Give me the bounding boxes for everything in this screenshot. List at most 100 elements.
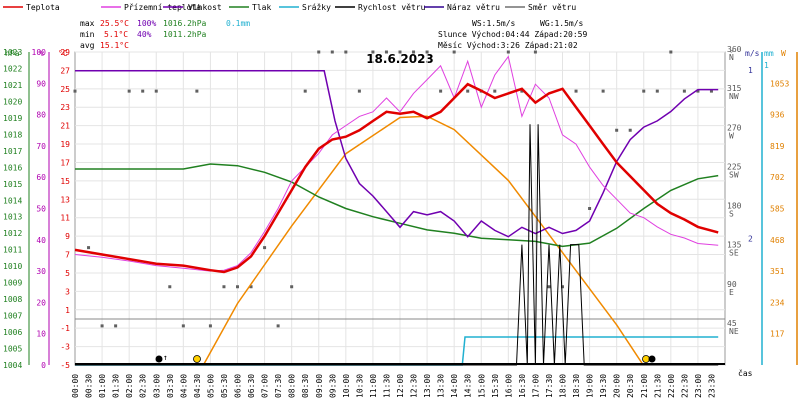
time-tick-label: 10:00 (342, 374, 351, 398)
hpa-tick-label: 1010 (3, 262, 22, 271)
hpa-tick-label: 1018 (3, 130, 22, 139)
legend-label-srazky: Srážky (302, 3, 331, 12)
time-tick-label: 06:30 (247, 374, 256, 398)
time-tick-label: 05:30 (220, 374, 229, 398)
wind-direction-point (628, 128, 632, 132)
hpa-tick-label: 1007 (3, 312, 22, 321)
axis-unit-pct: % (39, 49, 44, 58)
wind-direction-point (141, 89, 145, 93)
time-tick-label: 10:30 (355, 374, 364, 398)
wind-direction-point (127, 89, 131, 93)
time-tick-label: 09:30 (328, 374, 337, 398)
time-tick-label: 01:00 (98, 374, 107, 398)
wind-direction-point (73, 89, 77, 93)
time-tick-label: 14:30 (464, 374, 473, 398)
hpa-tick-label: 1020 (3, 97, 22, 106)
moonrise-arrow-icon: ↑ (163, 353, 168, 362)
time-tick-label: 11:30 (382, 374, 391, 398)
dir-tick-name: E (729, 288, 734, 297)
c-tick-label: 17 (60, 158, 70, 167)
time-tick-label: 02:30 (139, 374, 148, 398)
series-rain-line (75, 336, 719, 366)
time-tick-label: 21:30 (653, 374, 662, 398)
series-ground-temp-line (74, 55, 719, 272)
time-tick-label: 15:30 (491, 374, 500, 398)
dir-tick-name: W (729, 131, 734, 140)
c-tick-label: 29 (60, 48, 70, 57)
pct-tick-label: 80 (36, 111, 46, 120)
time-tick-label: 19:00 (586, 374, 595, 398)
time-tick-label: 18:30 (572, 374, 581, 398)
pct-tick-label: 70 (36, 142, 46, 151)
time-tick-label: 12:30 (410, 374, 419, 398)
hpa-tick-label: 1017 (3, 147, 22, 156)
wind-direction-point (114, 324, 118, 328)
dir-tick-deg: 90 (727, 280, 737, 289)
stat-rain: 0.1mm (226, 19, 250, 28)
time-tick-label: 08:00 (288, 374, 297, 398)
wind-direction-point (561, 285, 564, 289)
pct-tick-label: 40 (36, 236, 46, 245)
w-tick-label: 819 (770, 142, 785, 151)
hpa-tick-label: 1011 (3, 246, 22, 255)
time-tick-label: 17:00 (531, 374, 540, 398)
time-tick-label: 12:00 (396, 374, 405, 398)
grid (75, 51, 725, 366)
c-tick-label: 9 (65, 232, 70, 241)
pct-tick-label: 0 (41, 361, 46, 370)
stat-sun: Slunce Východ:04:44 Západ:20:59 (438, 30, 587, 39)
hpa-tick-label: 1022 (3, 64, 22, 73)
time-tick-label: 00:30 (85, 374, 94, 398)
dir-tick-deg: 315 (727, 84, 742, 93)
axis-unit-ms: m/s (745, 49, 760, 58)
c-tick-label: 25 (60, 85, 70, 94)
axis-unit-mm: mm (764, 49, 774, 58)
c-tick-label: 27 (60, 66, 70, 75)
w-tick-label: 585 (770, 205, 785, 214)
wind-direction-point (547, 285, 551, 289)
c-tick-label: 11 (60, 214, 70, 223)
wind-direction-point (574, 89, 578, 93)
stat-max-label: max (80, 19, 95, 28)
stat-max-temp: 25.5°C (100, 19, 129, 28)
pct-tick-label: 90 (36, 79, 46, 88)
time-tick-label: 22:30 (680, 374, 689, 398)
dir-tick-deg: 360 (727, 45, 742, 54)
time-tick-label: 06:00 (234, 374, 243, 398)
time-tick-label: 16:00 (504, 374, 513, 398)
ms-tick-label: 2 (748, 235, 753, 244)
wind-direction-point (588, 207, 592, 210)
dir-tick-name: NE (729, 327, 739, 336)
stat-ws: WS:1.5m/s (472, 19, 516, 28)
wind-direction-point (466, 89, 470, 93)
pct-tick-label: 10 (36, 330, 46, 339)
wind-direction-point (344, 50, 348, 54)
hpa-tick-label: 1005 (3, 345, 22, 354)
stat-avg-temp: 15.1°C (100, 41, 129, 50)
w-tick-label: 351 (770, 267, 785, 276)
wind-direction-point (439, 89, 443, 93)
stat-min-label: min (80, 30, 95, 39)
hpa-tick-label: 1015 (3, 180, 22, 189)
stat-max-hum: 100% (137, 19, 156, 28)
c-tick-label: 7 (65, 251, 70, 260)
wind-direction-point (303, 89, 307, 93)
dir-tick-name: S (729, 210, 734, 219)
legend-label-naraz: Náraz větru (447, 3, 500, 12)
wind-direction-point (655, 89, 659, 93)
ms-tick-label: 1 (748, 66, 753, 75)
hpa-tick-label: 1019 (3, 114, 22, 123)
sunrise-icon (193, 355, 201, 363)
dir-tick-name: SW (729, 170, 739, 179)
legend-label-smer: Směr větru (528, 3, 576, 12)
sun-moon-markers: ↑ (155, 353, 656, 363)
legend-label-prizemni: Přízemní teplota (124, 3, 201, 12)
dir-tick-name: NW (729, 92, 739, 101)
series-humidity-line (75, 70, 719, 238)
wind-direction-point (371, 50, 375, 54)
c-tick-label: 21 (60, 122, 70, 131)
time-tick-label: 21:00 (640, 374, 649, 398)
legend-label-tlak: Tlak (252, 3, 271, 12)
wind-direction-point (168, 285, 172, 289)
wind-direction-point (601, 89, 605, 93)
